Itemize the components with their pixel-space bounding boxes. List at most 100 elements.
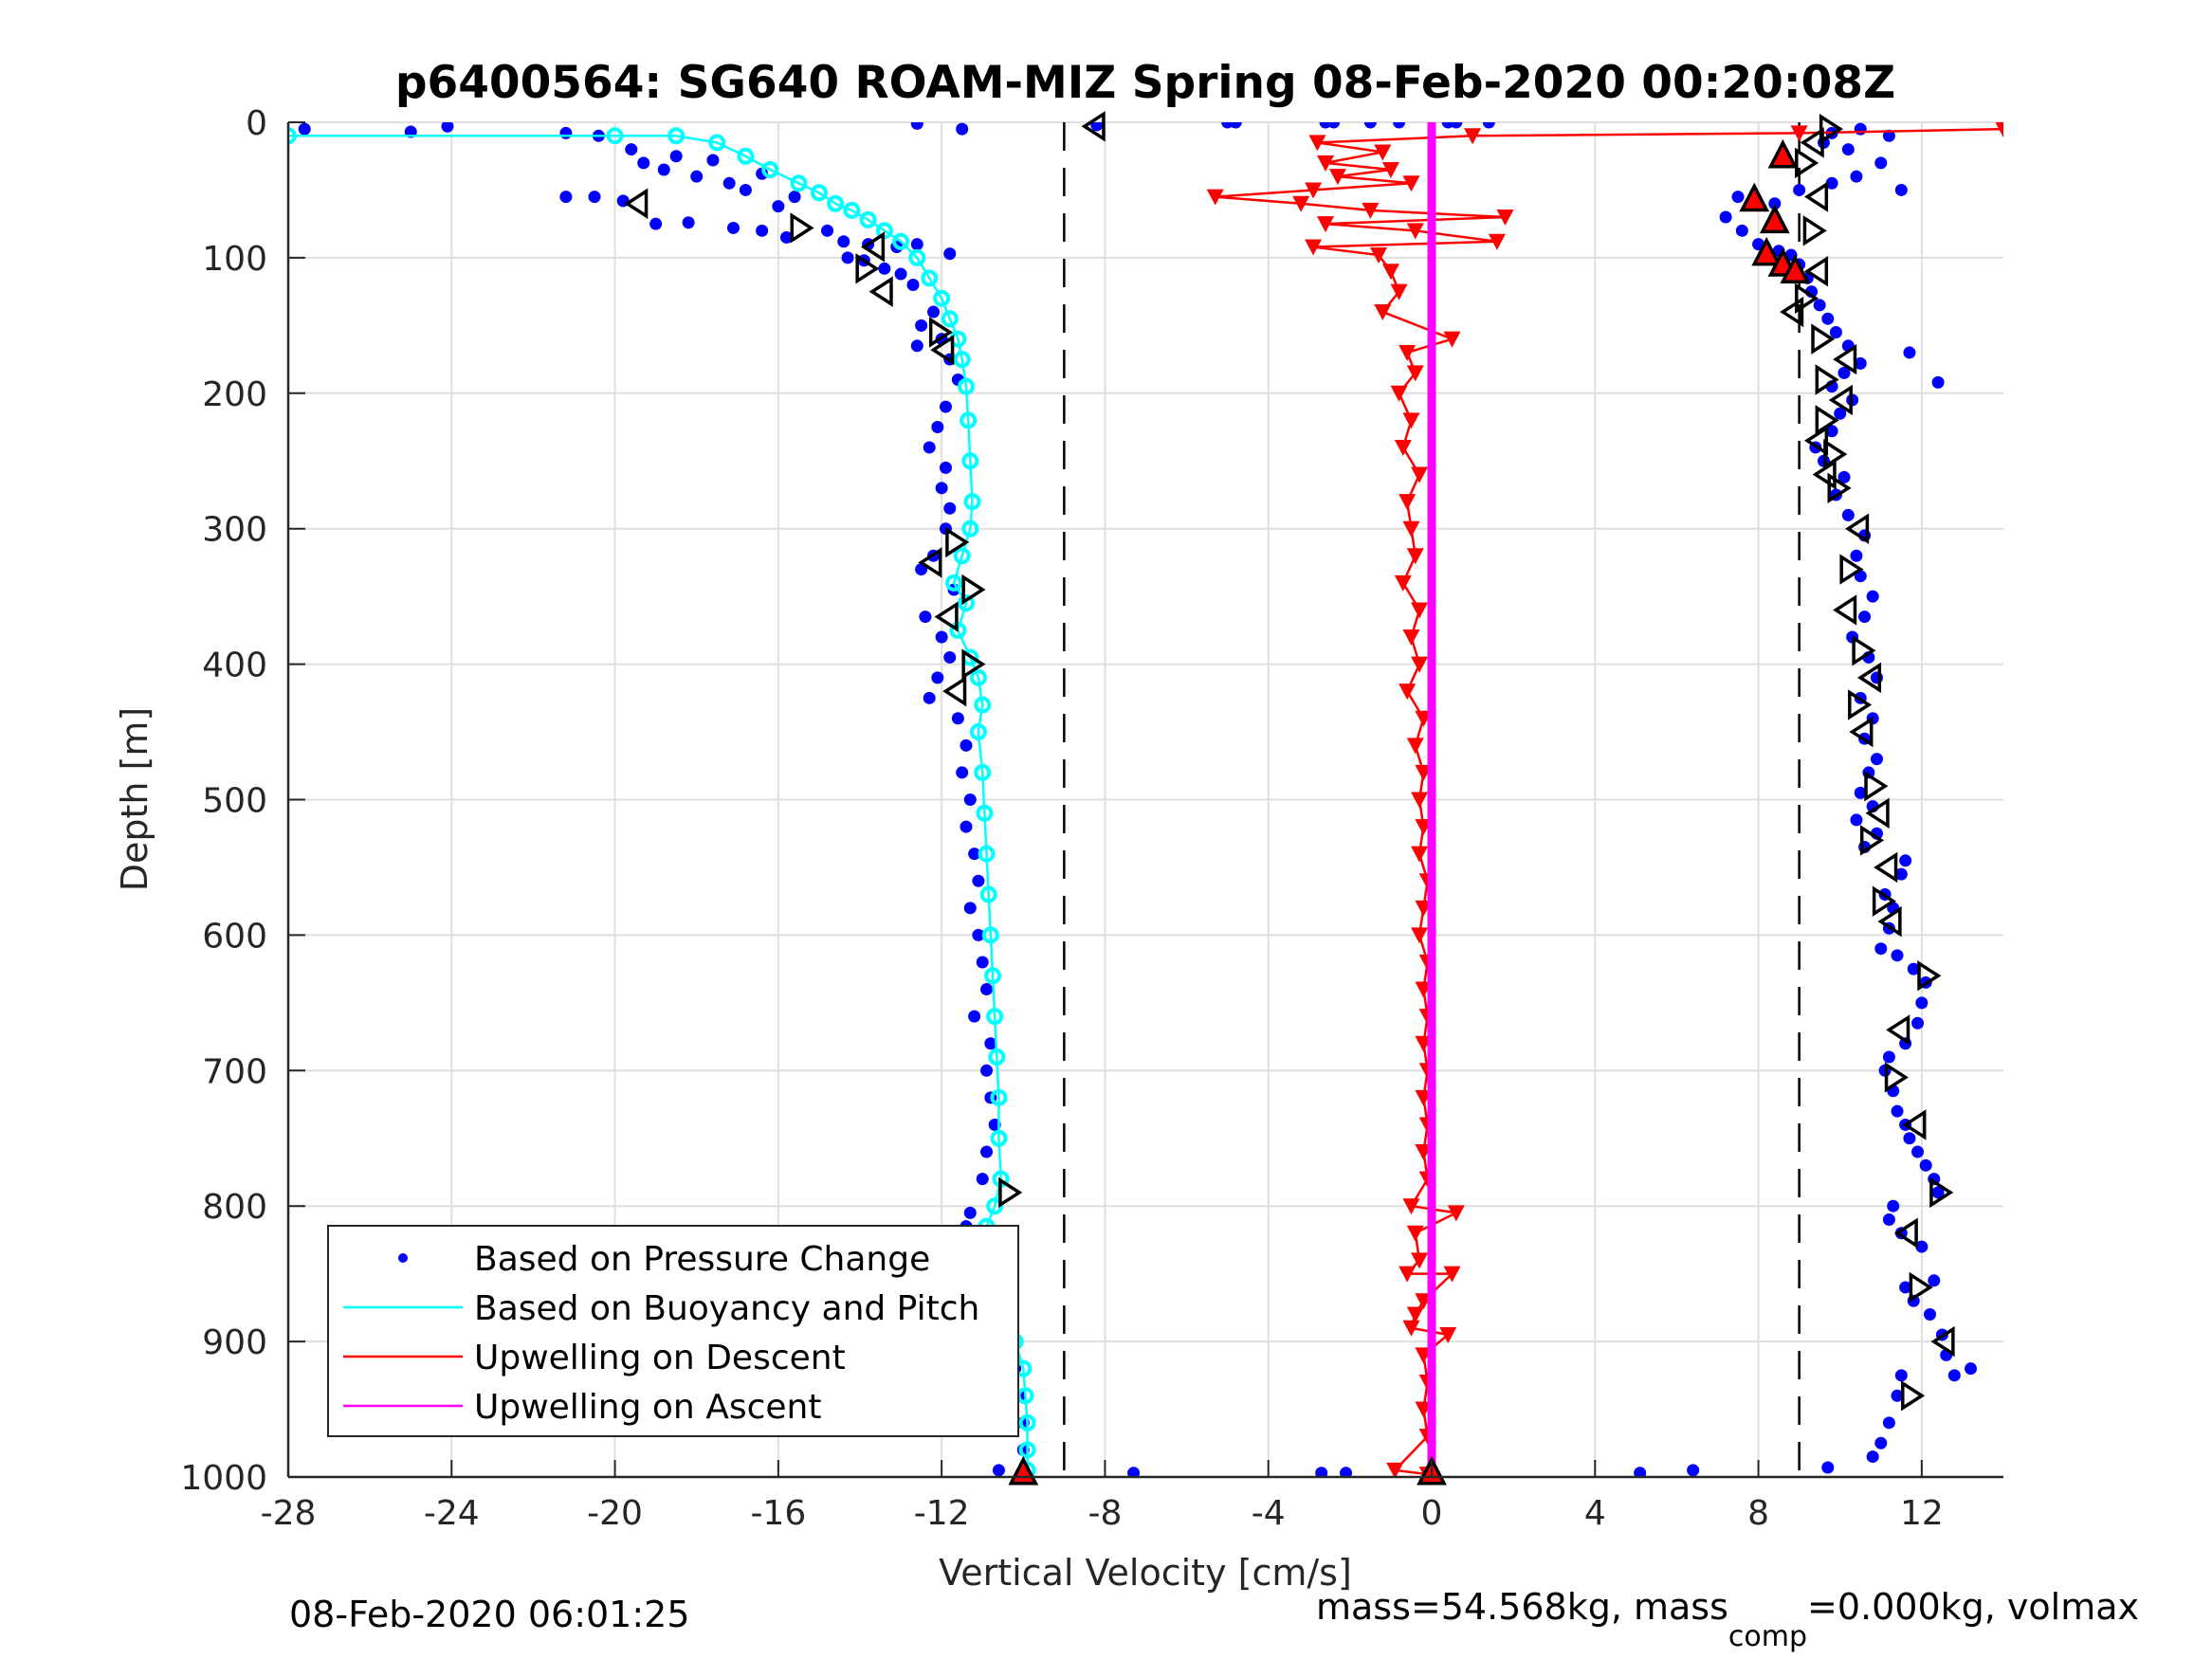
pressure-dot xyxy=(1850,170,1863,183)
buoyancy-circle xyxy=(953,547,971,565)
mass-text: mass=54.568kg, mass xyxy=(1316,1586,1728,1628)
pressure-dot xyxy=(625,143,638,156)
x-tick-label: -12 xyxy=(914,1494,970,1533)
pressure-dot xyxy=(1907,962,1920,975)
pressure-dot xyxy=(1891,1104,1904,1118)
pressure-dot xyxy=(963,902,977,915)
buoyancy-circle xyxy=(708,134,726,152)
pressure-dot xyxy=(931,671,944,684)
descent-upwelling-marker xyxy=(1406,738,1424,755)
descent-upwelling-marker xyxy=(1305,182,1323,199)
axes xyxy=(286,121,2003,1479)
open-triangle-marker xyxy=(961,648,986,680)
pressure-dot xyxy=(1127,1467,1141,1477)
descent-upwelling-marker xyxy=(1374,304,1392,321)
pressure-dot xyxy=(682,216,695,229)
pressure-dot xyxy=(968,848,981,861)
pressure-dot xyxy=(1882,1212,1895,1226)
pressure-dot xyxy=(1891,1389,1904,1402)
descent-upwelling-marker xyxy=(1398,1266,1417,1283)
pressure-dot xyxy=(910,122,923,130)
footer-mass-info: mass=54.568kg, masscomp=0.000kg, volmax xyxy=(1316,1586,2139,1653)
buoyancy-circle xyxy=(606,127,624,145)
buoyancy-circle xyxy=(961,520,979,538)
pressure-dot xyxy=(726,221,740,234)
open-triangle-marker xyxy=(1845,513,1870,544)
pressure-dot xyxy=(906,278,920,291)
pressure-dot xyxy=(1793,183,1806,196)
descent-upwelling-marker xyxy=(1406,223,1424,240)
pressure-dot xyxy=(1834,407,1847,420)
x-tick-label: -28 xyxy=(261,1494,317,1533)
descent-upwelling-marker xyxy=(1317,216,1335,233)
pressure-dot xyxy=(649,217,663,230)
pressure-dot xyxy=(739,183,752,196)
buoyancy-circle xyxy=(1018,1441,1036,1459)
x-tick-label: -8 xyxy=(1088,1494,1122,1533)
descent-upwelling-marker xyxy=(1317,155,1335,172)
pressure-dot xyxy=(1327,122,1341,129)
descent-upwelling-marker xyxy=(1381,264,1399,281)
buoyancy-circle xyxy=(969,668,987,686)
open-triangle-marker xyxy=(1780,296,1804,328)
y-tick-label: 200 xyxy=(202,375,267,414)
descent-upwelling-marker xyxy=(1411,466,1429,483)
descent-upwelling-marker xyxy=(1402,520,1420,538)
open-triangle-marker xyxy=(928,317,954,348)
pressure-dot xyxy=(1821,1461,1835,1474)
pressure-dot xyxy=(1894,867,1908,881)
open-triangle-marker xyxy=(1815,364,1839,395)
descent-upwelling-marker xyxy=(1398,684,1417,701)
descent-upwelling-marker xyxy=(1390,283,1408,301)
open-triangle-marker xyxy=(868,276,893,307)
buoyancy-circle xyxy=(957,377,975,395)
buoyancy-circle xyxy=(990,1129,1008,1147)
buoyancy-circle xyxy=(921,269,939,287)
pressure-dot xyxy=(931,421,944,434)
pressure-dot xyxy=(1813,299,1826,312)
chart-title: p6400564: SG640 ROAM-MIZ Spring 08-Feb-2… xyxy=(395,57,1895,109)
pressure-dot xyxy=(1854,356,1867,370)
descent-upwelling-marker xyxy=(1995,122,2003,138)
pressure-dot xyxy=(1363,122,1377,129)
footer-timestamp: 08-Feb-2020 06:01:25 xyxy=(289,1594,690,1635)
buoyancy-circle xyxy=(892,232,910,250)
buoyancy-circle xyxy=(974,763,992,781)
pressure-dot xyxy=(1874,156,1888,170)
filled-triangle-marker xyxy=(1759,204,1790,234)
pressure-dot xyxy=(821,224,834,237)
buoyancy-circle xyxy=(810,184,828,202)
pressure-dot xyxy=(1887,1199,1900,1212)
pressure-dot xyxy=(706,154,720,167)
pressure-dot xyxy=(1634,1467,1647,1477)
pressure-dot xyxy=(984,1037,997,1050)
open-triangle-marker xyxy=(942,675,967,707)
pressure-dot xyxy=(992,1464,1005,1477)
buoyancy-circle xyxy=(969,723,987,741)
buoyancy-circle xyxy=(908,248,926,266)
open-triangle-marker xyxy=(1828,384,1853,416)
descent-upwelling-marker xyxy=(1402,412,1420,429)
descent-upwelling-marker xyxy=(1398,494,1417,511)
pressure-dot xyxy=(980,1145,994,1158)
pressure-dot xyxy=(1866,1450,1879,1464)
descent-upwelling-marker xyxy=(1488,233,1506,250)
y-tick-label: 0 xyxy=(246,104,267,143)
pressure-dot xyxy=(1850,549,1863,562)
buoyancy-circle xyxy=(1018,1413,1036,1431)
legend-box xyxy=(327,1225,1019,1437)
legend-label: Based on Pressure Change xyxy=(474,1240,930,1279)
buoyancy-circle xyxy=(761,161,779,179)
descent-upwelling-marker xyxy=(1411,602,1429,619)
open-triangle-marker xyxy=(1929,1176,1954,1209)
buoyancy-circle xyxy=(990,1088,1008,1106)
buoyancy-circle xyxy=(859,210,877,228)
filled-triangle-marker xyxy=(1780,254,1811,283)
open-triangle-marker xyxy=(1884,1062,1909,1093)
pressure-dot xyxy=(1482,122,1495,129)
descent-upwelling-marker xyxy=(1402,175,1420,192)
open-triangle-marker xyxy=(1917,960,1942,992)
buoyancy-circle xyxy=(945,574,963,592)
pressure-dot xyxy=(910,238,923,251)
pressure-dot xyxy=(1899,854,1912,867)
